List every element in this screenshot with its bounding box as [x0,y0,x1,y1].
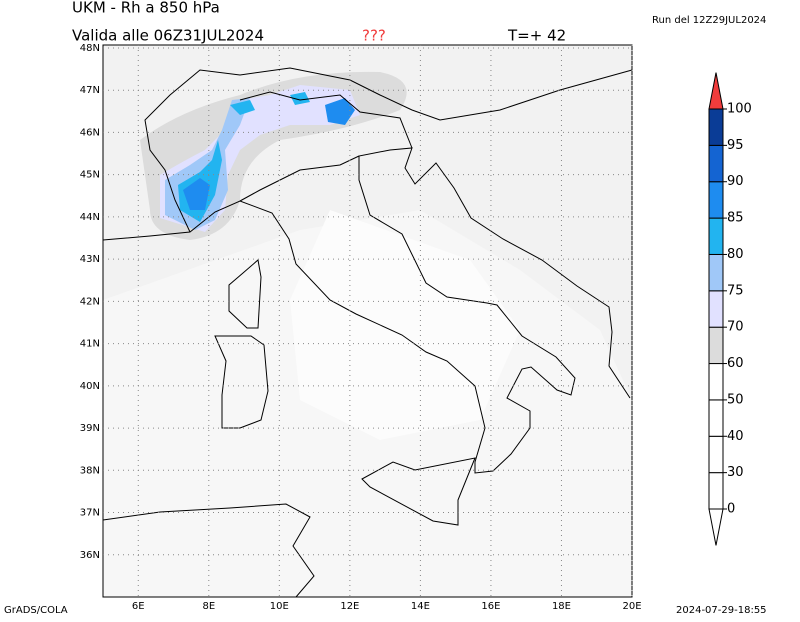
coastlines [102,67,633,598]
valid-label: Valida alle 06Z31JUL2024 [72,27,264,45]
colorbar-box [708,253,724,292]
colorbar-box [708,472,724,510]
footer-left: GrADS/COLA [4,605,68,616]
blue-field [325,98,355,125]
colorbar-label: 80 [727,247,744,262]
lat-tick-label: 44N [80,212,100,223]
lon-tick-label: 8E [202,601,215,612]
lon-tick-label: 18E [552,601,571,612]
lat-tick-label: 48N [80,43,100,54]
lat-tick-label: 43N [80,254,100,265]
colorbar-box [708,290,724,328]
colorbar-label: 75 [727,283,744,298]
step-label: T=+ 42 [507,27,566,45]
humidity-field [103,45,632,597]
colorbar-box [708,326,724,365]
lon-tick-label: 10E [270,601,289,612]
lat-tick-label: 45N [80,170,100,181]
lat-tick-label: 41N [80,339,100,350]
flag-label: ??? [362,27,386,45]
colorbar-label: 60 [727,356,744,371]
colorbar-label: 100 [727,102,752,117]
colorbar-label: 95 [727,138,744,153]
lon-tick-label: 6E [132,601,145,612]
coastline [102,147,631,474]
colorbar-box [708,217,724,255]
lon-tick-label: 16E [481,601,500,612]
colorbar-label: 40 [727,429,744,444]
lon-tick-label: 14E [411,601,430,612]
colorbar-box [708,363,724,401]
colorbar-label: 50 [727,392,744,407]
light-field [290,210,520,440]
corsica [228,259,262,329]
lat-tick-label: 40N [80,381,100,392]
lat-tick-label: 38N [80,465,100,476]
africa-coast [102,503,315,598]
colorbar-label: 90 [727,174,744,189]
lon-tick-label: 12E [340,601,359,612]
title: UKM - Rh a 850 hPa [72,0,220,17]
footer-right: 2024-07-29-18:55 [676,605,767,616]
blue-field [183,178,210,210]
colorbar-box [708,399,724,437]
colorbar-box [708,108,724,146]
lat-tick-label: 47N [80,85,100,96]
colorbar-under [708,508,724,546]
borders [144,67,633,233]
sicily [361,457,476,526]
colorbar-label: 30 [727,465,744,480]
colorbar-over [708,72,724,110]
colorbar-label: 0 [727,502,735,517]
lat-tick-label: 36N [80,550,100,561]
lat-tick-label: 46N [80,127,100,138]
lat-tick-label: 37N [80,508,100,519]
colorbar-box [708,181,724,219]
colorbar-box [708,435,724,474]
sardinia [214,335,269,429]
lon-tick-label: 20E [622,601,641,612]
lat-tick-label: 42N [80,296,100,307]
run-label: Run del 12Z29JUL2024 [652,15,766,26]
colorbar-box [708,144,724,183]
blue-field [230,92,310,115]
colorbar-label: 85 [727,211,744,226]
colorbar-label: 70 [727,320,744,335]
lat-tick-label: 39N [80,423,100,434]
